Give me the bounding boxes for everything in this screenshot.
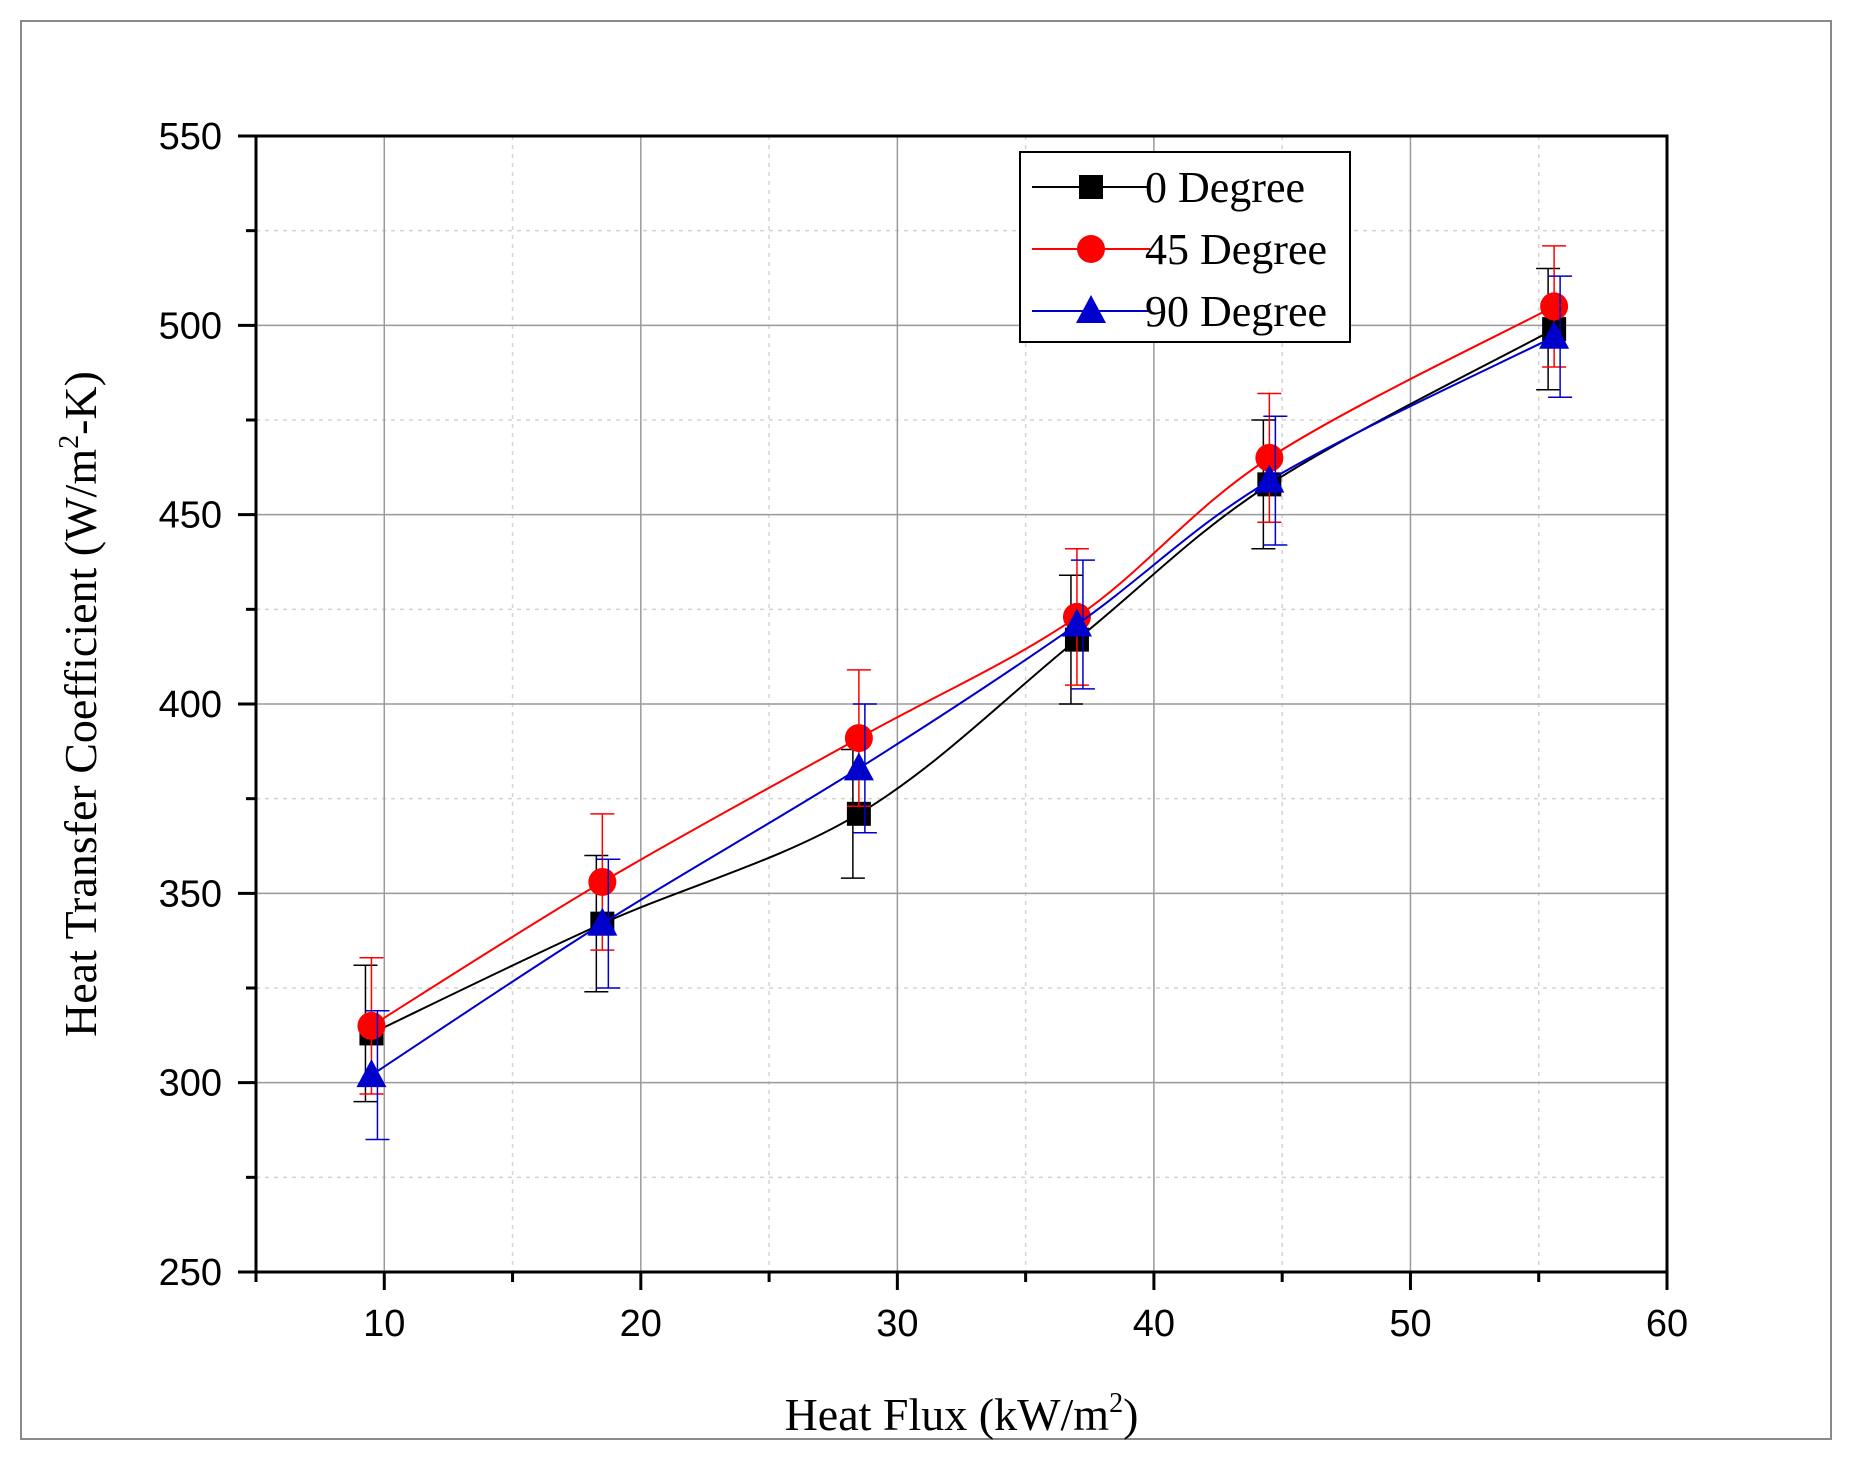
y-axis-title-tail: -K)	[55, 371, 106, 435]
data-point	[356, 1059, 387, 1088]
legend-marker	[1077, 235, 1105, 263]
y-tick-label: 250	[159, 1252, 222, 1294]
data-point	[844, 724, 873, 753]
legend-entry-90-degree: 90 Degree	[1032, 287, 1327, 336]
x-tick-labels: 10 20 30 40 50 60	[363, 1303, 1688, 1345]
legend-entry-45-degree: 45 Degree	[1032, 225, 1327, 274]
data-point	[588, 867, 617, 896]
legend-label: 0 Degree	[1145, 163, 1305, 212]
x-tick-label: 30	[876, 1303, 918, 1345]
x-axis-title-main: Heat Flux (kW/m	[785, 1389, 1110, 1440]
data-point	[1254, 464, 1285, 493]
legend-marker	[1076, 295, 1106, 323]
series-line	[370, 305, 1555, 1027]
data-point	[357, 1011, 386, 1040]
x-tick-label: 20	[620, 1303, 662, 1345]
data-point	[1061, 608, 1092, 637]
series-45-degree	[357, 245, 1569, 1095]
series-line	[371, 328, 1555, 1035]
x-tick-label: 10	[363, 1303, 405, 1345]
y-axis-title-main: Heat Transfer Coefficient (W/m	[55, 449, 106, 1037]
y-tick-label: 550	[159, 116, 222, 158]
legend-marker	[1079, 175, 1103, 199]
data-point	[1539, 320, 1570, 349]
data-point	[1255, 443, 1284, 472]
x-tick-label: 40	[1133, 1303, 1175, 1345]
y-axis-title-sup: 2	[54, 435, 85, 449]
legend: 0 Degree 45 Degree 90 Degree	[1019, 151, 1351, 343]
grid-lines	[255, 136, 1667, 1272]
y-tick-labels: 250 300 350 400 450 500 550	[159, 116, 222, 1294]
x-axis-title: Heat Flux (kW/m2)	[785, 1388, 1139, 1440]
y-tick-label: 300	[159, 1063, 222, 1105]
axis-ticks	[238, 134, 1669, 1290]
y-tick-label: 350	[159, 873, 222, 915]
x-axis-title-sup: 2	[1109, 1388, 1123, 1419]
data-series	[353, 245, 1573, 1141]
y-tick-label: 500	[159, 305, 222, 347]
data-point	[843, 752, 874, 781]
y-axis-title: Heat Transfer Coefficient (W/m2-K)	[54, 371, 106, 1037]
legend-label: 45 Degree	[1145, 225, 1327, 274]
y-tick-label: 450	[159, 495, 222, 537]
figure-frame	[20, 20, 1832, 1440]
data-point	[1540, 292, 1569, 321]
series-line	[370, 335, 1555, 1076]
data-point	[587, 907, 618, 936]
series-90-degree	[356, 275, 1573, 1141]
y-tick-label: 400	[159, 684, 222, 726]
legend-entry-0-degree: 0 Degree	[1032, 163, 1305, 212]
x-tick-label: 60	[1646, 1303, 1688, 1345]
legend-label: 90 Degree	[1145, 287, 1327, 336]
x-axis-title-tail: )	[1123, 1389, 1138, 1440]
x-tick-label: 50	[1389, 1303, 1431, 1345]
